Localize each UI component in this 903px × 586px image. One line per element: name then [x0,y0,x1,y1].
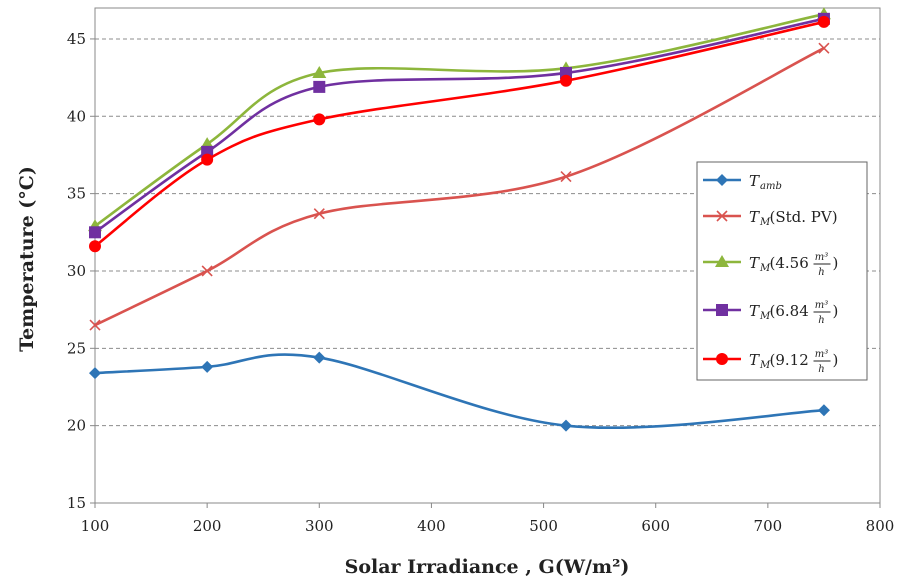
x-tick-label: 700 [754,517,783,535]
data-point [89,319,101,331]
series-line [94,12,825,228]
legend-fraction-denominator: h [818,315,824,326]
data-point [560,74,572,87]
data-point [201,360,214,373]
y-tick-label: 35 [67,185,86,203]
x-tick-label: 600 [641,517,670,535]
legend-close-paren: ) [833,351,839,369]
y-tick-label: 30 [67,262,86,280]
series-layer [88,7,831,432]
legend-label-sub: M [759,311,771,322]
legend-swatch-marker [715,255,729,267]
legend-label-sub: amb [760,181,782,192]
legend-label-main: T [749,208,760,226]
legend-label-suffix: (4.56 [770,254,809,272]
legend-swatch-marker [716,304,728,316]
data-point [313,80,326,93]
legend-item: T M (9.12 m³ h) [703,349,838,375]
legend-fraction-numerator: m³ [815,252,829,263]
series-1 [89,42,830,331]
legend-label-main: T [749,254,760,272]
legend-swatch-marker [716,210,728,222]
data-point [818,42,830,54]
x-axis-title: Solar Irradiance , G(W/m²) [345,556,630,578]
series-line [94,353,825,430]
legend-label-suffix: (9.12 [770,351,809,369]
y-axis-title: Temperature (°C) [16,166,38,352]
legend-close-paren: ) [833,254,839,272]
axes-layer: 15 20 25 30 35 40 45 100 200 300 400 500 600 700 800 [67,7,895,535]
x-tick-label: 100 [81,517,110,535]
data-point [817,15,830,28]
data-point [312,65,327,78]
data-point [89,240,101,253]
data-point [313,113,326,126]
legend-label-main: T [749,172,760,190]
legend-label-sub: M [759,217,771,228]
legend-swatch-marker [716,174,728,186]
legend-box [696,161,868,381]
series-0 [89,351,830,432]
data-point [817,404,830,417]
y-tick-label: 45 [67,30,86,48]
legend-swatch-marker [716,353,728,365]
legend-label-main: T [749,351,760,369]
legend-fraction-denominator: h [818,364,824,375]
y-tick-label: 40 [67,107,86,125]
data-point [89,367,101,380]
x-tick-label: 500 [529,517,558,535]
data-point [201,153,214,166]
legend-close-paren: ) [833,302,839,320]
series-line [94,20,825,248]
legend-item: T M (4.56 m³ h) [703,252,838,278]
data-point [201,265,213,277]
legend-fraction-numerator: m³ [815,349,829,360]
series-line [94,17,825,234]
legend-fraction-numerator: m³ [815,300,829,311]
series-4 [89,15,830,253]
legend-item: T M (Std. PV) [703,208,838,228]
legend-label-main: T [749,302,760,320]
legend-label-suffix: (Std. PV) [770,208,838,226]
legend-label-sub: M [759,360,771,371]
x-tick-label: 300 [305,517,334,535]
legend-label-sub: M [759,263,771,274]
x-tick-label: 200 [193,517,222,535]
data-point [560,171,572,183]
y-tick-label: 15 [67,494,86,512]
legend-item: T M (6.84 m³ h) [703,300,838,326]
data-point [89,226,101,239]
y-tick-label: 25 [67,339,86,357]
plot-frame [94,7,881,504]
series-line [94,47,825,327]
legend-label-suffix: (6.84 [770,302,809,320]
x-tick-label: 800 [866,517,895,535]
data-point [560,419,572,432]
data-point [313,351,326,364]
x-tick-label: 400 [417,517,446,535]
legend-fraction-denominator: h [818,267,824,278]
data-point [313,208,325,220]
y-tick-label: 20 [67,417,86,435]
